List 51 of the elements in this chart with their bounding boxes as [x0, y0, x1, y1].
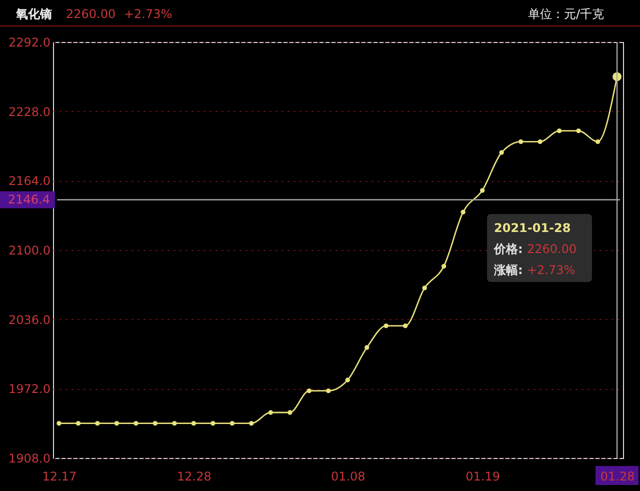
point — [364, 345, 370, 350]
y-tick-label: 1972.0 — [8, 382, 50, 396]
annotation: 2021-01-28 — [494, 221, 571, 235]
ref-line-label: 2146.4 — [8, 192, 50, 207]
annotation: +2.73% — [527, 263, 576, 277]
point — [56, 420, 62, 426]
point — [134, 420, 138, 426]
point — [499, 150, 504, 155]
point — [480, 188, 485, 193]
point — [268, 410, 273, 415]
annotation: 价格: — [493, 242, 523, 256]
text: 2260.00 — [66, 7, 116, 21]
point — [95, 420, 100, 426]
y-tick-label: 2100.0 — [8, 244, 50, 258]
y-axis-title: 单位：元/千克 — [528, 7, 604, 21]
point — [422, 286, 427, 290]
annotation: 涨幅: — [493, 263, 523, 277]
x-tick-label: 01.08 — [330, 470, 366, 484]
point — [538, 139, 542, 144]
point — [288, 410, 292, 415]
point — [384, 323, 388, 328]
annotation: 2260.00 — [527, 242, 577, 256]
point — [306, 388, 312, 394]
point — [460, 210, 466, 214]
point — [249, 420, 254, 426]
y-tick-label: 2292.0 — [8, 36, 50, 50]
text: +2.73% — [124, 7, 172, 21]
y-tick-label: 2164.0 — [8, 174, 50, 188]
point — [403, 323, 408, 328]
x-tick-label: 01.28 — [600, 470, 635, 484]
point — [152, 420, 158, 426]
y-tick-label: 2036.0 — [8, 312, 50, 327]
y-tick-label: 1908.0 — [8, 452, 50, 466]
x-tick-label: 12.28 — [176, 470, 212, 484]
point — [326, 388, 331, 394]
point — [114, 420, 120, 426]
y-tick-label: 2228.0 — [8, 104, 50, 119]
point — [172, 420, 177, 426]
x-tick-label: 01.19 — [466, 470, 500, 484]
point — [345, 378, 350, 382]
point — [576, 128, 581, 134]
point — [76, 420, 81, 426]
point — [210, 420, 216, 426]
x-tick-label: 12.17 — [42, 470, 77, 484]
chart-title: 氧化镝 — [15, 7, 52, 21]
point — [518, 139, 524, 144]
point — [230, 420, 235, 426]
point — [595, 139, 600, 144]
point — [441, 264, 446, 269]
point — [191, 420, 196, 426]
point — [556, 128, 562, 134]
